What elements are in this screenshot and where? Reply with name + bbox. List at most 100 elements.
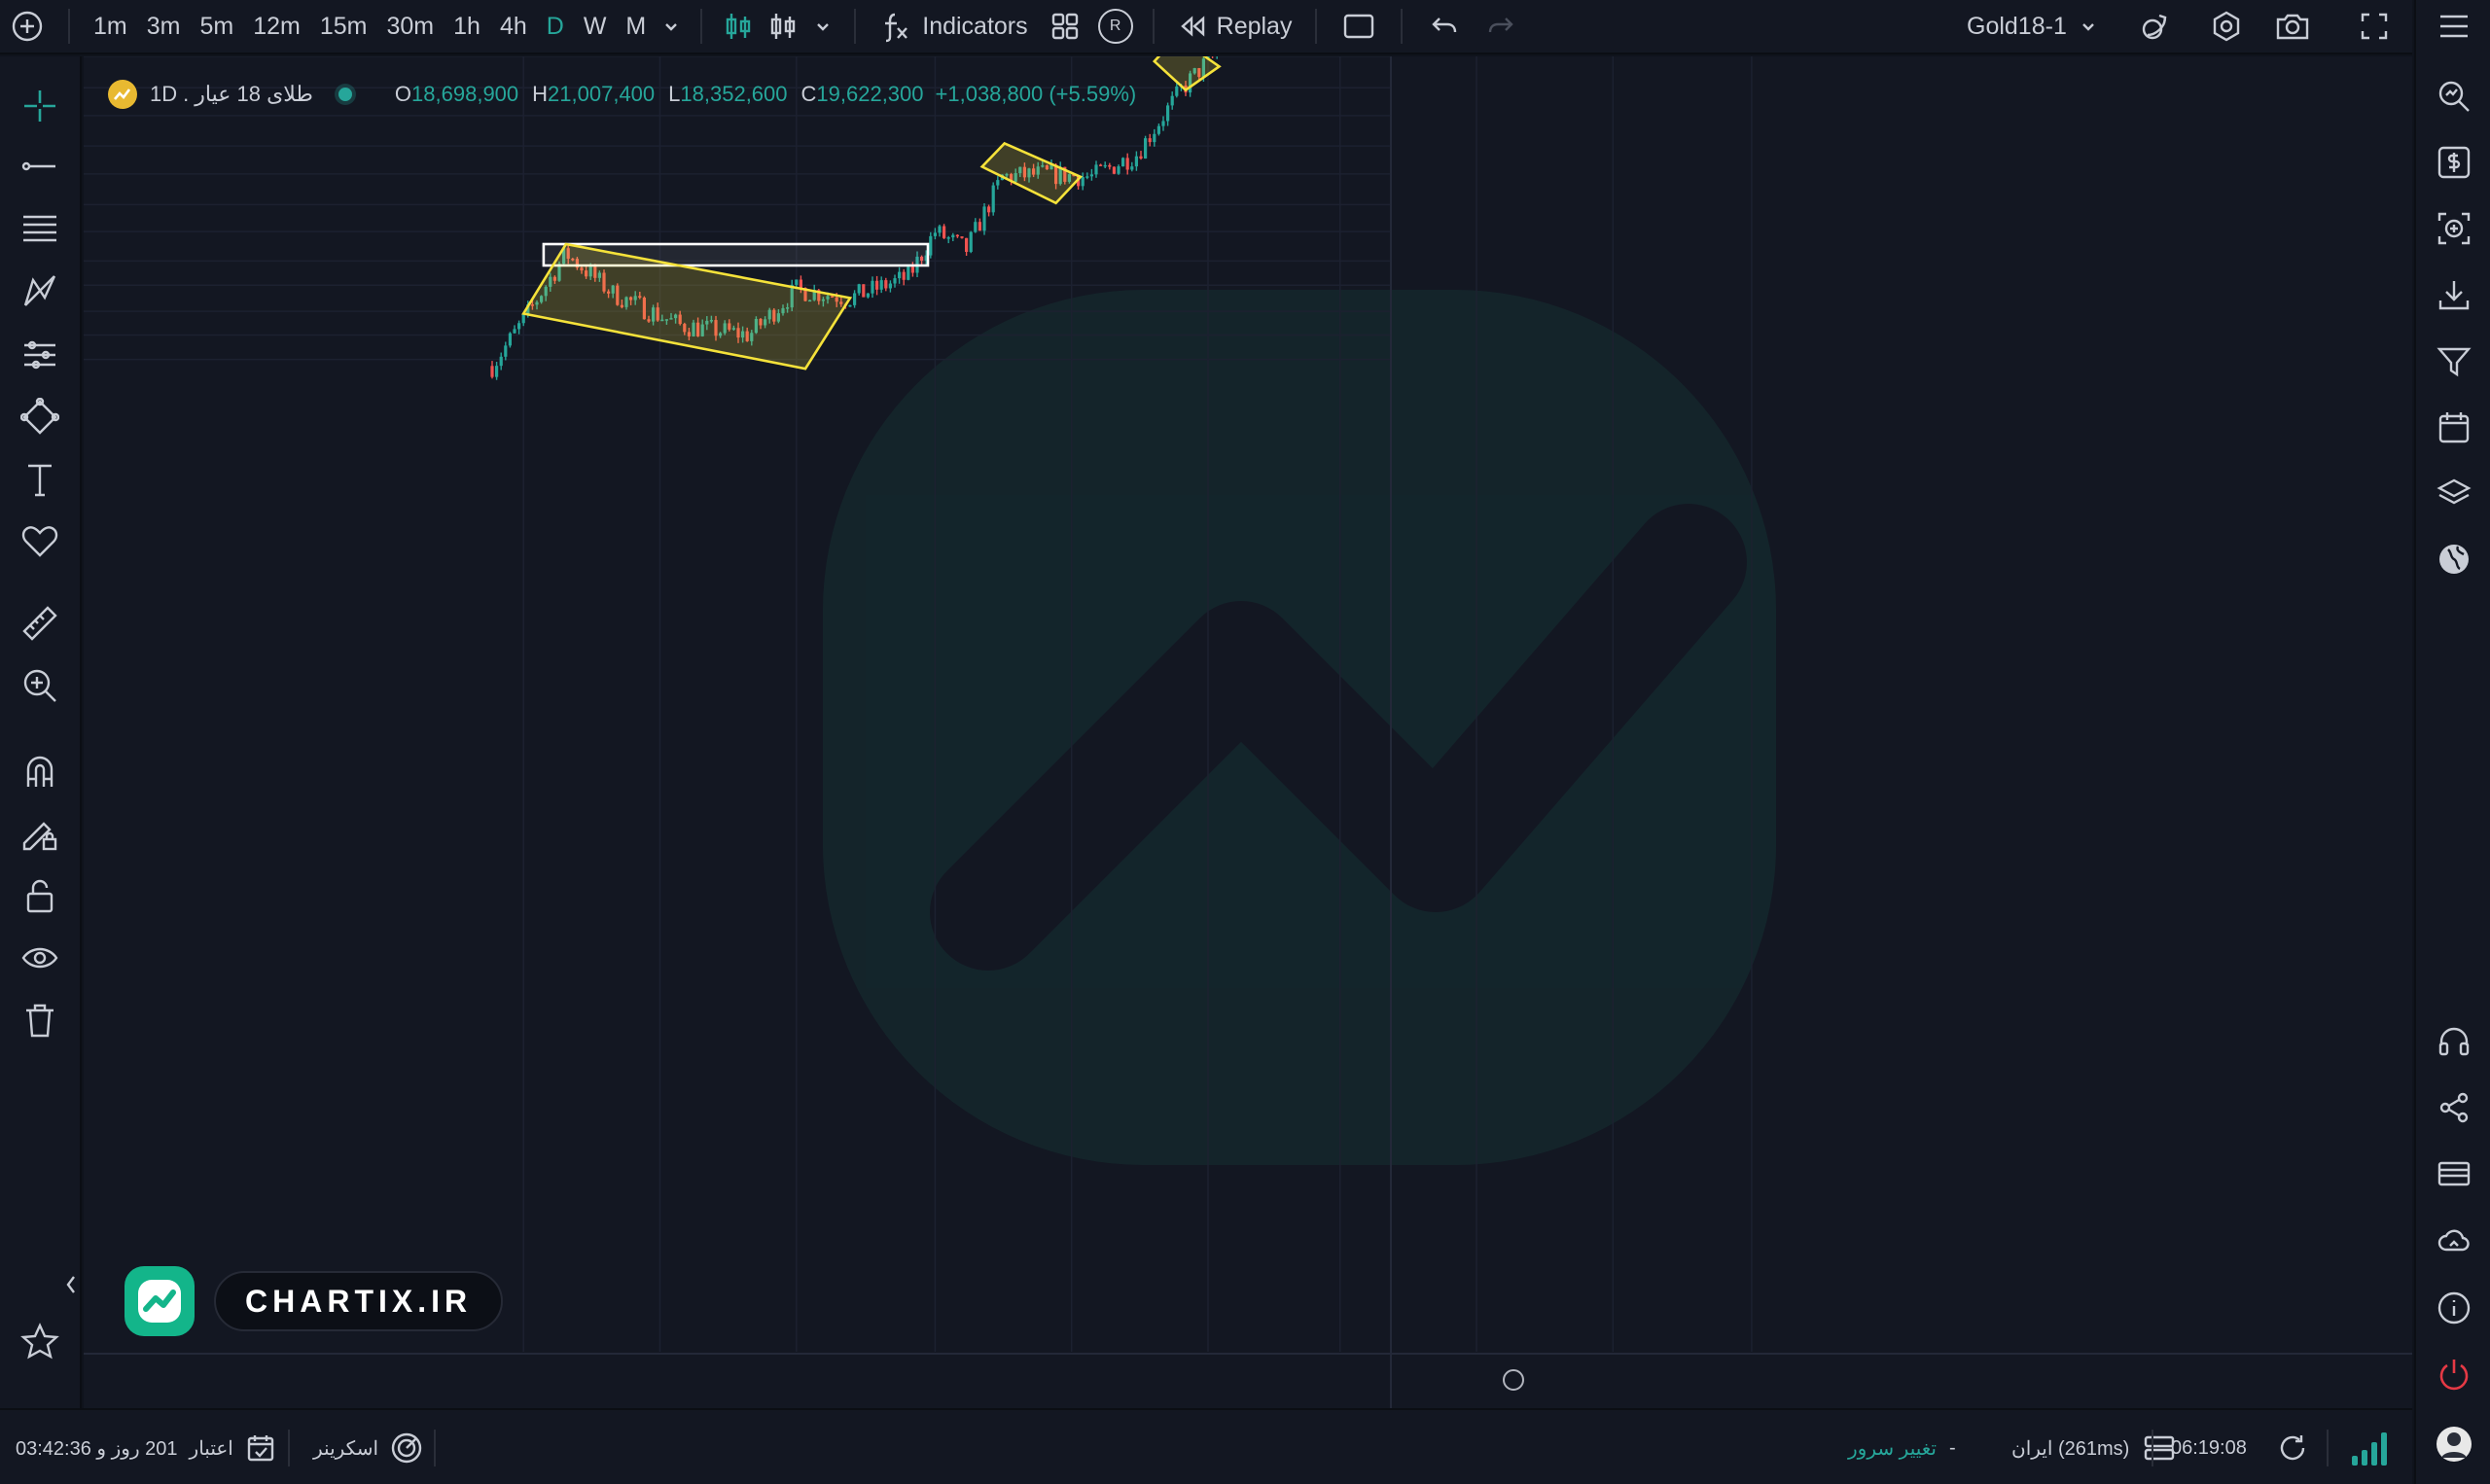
- search-icon: [2438, 81, 2470, 112]
- candle-body: [696, 322, 700, 336]
- zoom-tool[interactable]: [19, 665, 60, 706]
- logout-button[interactable]: [2436, 1356, 2472, 1393]
- support-button[interactable]: [2436, 1023, 2472, 1060]
- timeframe-button[interactable]: 1h: [453, 12, 480, 40]
- credit-label: اعتبار: [189, 1437, 233, 1460]
- alert-button[interactable]: [2140, 0, 2173, 53]
- connection-indicator[interactable]: [2350, 1410, 2393, 1484]
- candle-body: [719, 333, 723, 336]
- add-symbol-button[interactable]: [0, 0, 54, 53]
- main-menu-button[interactable]: [2436, 8, 2472, 45]
- candle-body: [955, 234, 959, 237]
- price-chart[interactable]: [84, 56, 2412, 1408]
- candle-body: [530, 304, 534, 306]
- candle-body: [875, 280, 879, 290]
- credit-status[interactable]: 201 روز و 03:42:36 اعتبار: [16, 1410, 276, 1484]
- text-icon: [28, 464, 52, 497]
- trendline-tool[interactable]: [19, 146, 60, 187]
- lock-tool[interactable]: [19, 875, 60, 916]
- candle-body: [664, 319, 668, 321]
- search-button[interactable]: [2436, 78, 2472, 115]
- download-icon: [2438, 281, 2470, 310]
- ruler-tool[interactable]: [19, 603, 60, 644]
- add-alert-button[interactable]: [2436, 210, 2472, 247]
- favorites-tool[interactable]: [19, 521, 60, 562]
- filter-button[interactable]: [2436, 342, 2472, 379]
- candles-button[interactable]: [716, 0, 761, 53]
- timeframe-button[interactable]: 5m: [199, 12, 234, 40]
- info-button[interactable]: [2436, 1290, 2472, 1326]
- trade-button[interactable]: [2436, 144, 2472, 181]
- candle-body: [544, 286, 548, 297]
- share-button[interactable]: [2436, 1089, 2472, 1126]
- fib-tool[interactable]: [19, 208, 60, 249]
- calendar-button[interactable]: [2436, 408, 2472, 445]
- fullscreen-button[interactable]: [2360, 0, 2389, 53]
- candle-body: [1103, 164, 1107, 167]
- draw-lock-tool[interactable]: [19, 813, 60, 854]
- screenshot-button[interactable]: [2274, 0, 2311, 53]
- text-tool[interactable]: [19, 459, 60, 500]
- timeframe-dropdown[interactable]: [656, 0, 687, 53]
- timeframe-button[interactable]: 30m: [386, 12, 435, 40]
- power-icon: [2439, 1360, 2469, 1391]
- settings-button[interactable]: [2210, 0, 2243, 53]
- candle-body: [728, 323, 731, 330]
- forecast-tool[interactable]: [19, 335, 60, 375]
- candle-body: [1144, 138, 1148, 159]
- chart-type-button[interactable]: [761, 0, 805, 53]
- screener-button[interactable]: اسکرینر: [313, 1410, 423, 1484]
- magnet-tool[interactable]: [19, 751, 60, 792]
- candle-body: [709, 320, 713, 322]
- candle-body: [499, 356, 503, 367]
- rectangle-button[interactable]: [1331, 0, 1387, 53]
- profile-button[interactable]: [2436, 1426, 2472, 1463]
- delete-tool[interactable]: [19, 1000, 60, 1041]
- candle-body: [705, 320, 709, 325]
- candle-body: [857, 284, 861, 294]
- wallet-button[interactable]: [2436, 1155, 2472, 1192]
- watchlist-tool[interactable]: [19, 1321, 60, 1361]
- download-button[interactable]: [2436, 276, 2472, 313]
- timeframe-button[interactable]: 15m: [319, 12, 368, 40]
- chart-type-dropdown[interactable]: [805, 0, 840, 53]
- replay-button[interactable]: Replay: [1168, 0, 1302, 53]
- timeframe-button[interactable]: D: [546, 12, 564, 40]
- candle-body: [835, 297, 838, 302]
- shapes-tool[interactable]: [19, 397, 60, 438]
- collapse-toolbar-button[interactable]: [62, 1264, 80, 1305]
- timeframe-button[interactable]: 4h: [499, 12, 527, 40]
- undo-button[interactable]: [1416, 0, 1473, 53]
- time-axis[interactable]: [1503, 1369, 1524, 1391]
- symbol-selector[interactable]: Gold18-1: [1967, 0, 2098, 53]
- pattern-tool[interactable]: [19, 270, 60, 311]
- timeframe-button[interactable]: M: [625, 12, 647, 40]
- chart-pane[interactable]: 1D . طلای 18 عیار O 18,698,900 H 21,007,…: [84, 56, 2412, 1408]
- visibility-tool[interactable]: [19, 937, 60, 978]
- indicators-button[interactable]: Indicators: [870, 0, 1037, 53]
- change-server-link[interactable]: تغییر سرور: [1848, 1410, 1937, 1484]
- candles: [490, 56, 1218, 380]
- timeframe-button[interactable]: 12m: [253, 12, 301, 40]
- crosshair-tool[interactable]: [19, 86, 60, 126]
- timeframe-button[interactable]: W: [583, 12, 607, 40]
- layout-button[interactable]: [1038, 0, 1092, 53]
- candle-body: [1094, 164, 1098, 175]
- refresh-button[interactable]: [2276, 1410, 2309, 1484]
- timeframe-list: 1m 3m 5m 12m 15m 30m 1h 4h D W M: [84, 0, 656, 53]
- candle-body: [1166, 105, 1170, 122]
- candle-body: [1139, 156, 1143, 159]
- cloud-button[interactable]: [2436, 1221, 2472, 1258]
- server-status[interactable]: ایران (261ms): [2011, 1410, 2176, 1484]
- replay-badge-button[interactable]: R: [1092, 0, 1139, 53]
- timeframe-button[interactable]: 1m: [93, 12, 127, 40]
- redo-icon: [1489, 18, 1514, 33]
- layers-button[interactable]: [2436, 475, 2472, 512]
- layers-icon: [2437, 478, 2472, 505]
- globe-button[interactable]: [2436, 541, 2472, 578]
- candle-body: [521, 313, 525, 324]
- redo-button[interactable]: [1473, 0, 1529, 53]
- timeframe-button[interactable]: 3m: [146, 12, 181, 40]
- candle-body: [938, 226, 942, 233]
